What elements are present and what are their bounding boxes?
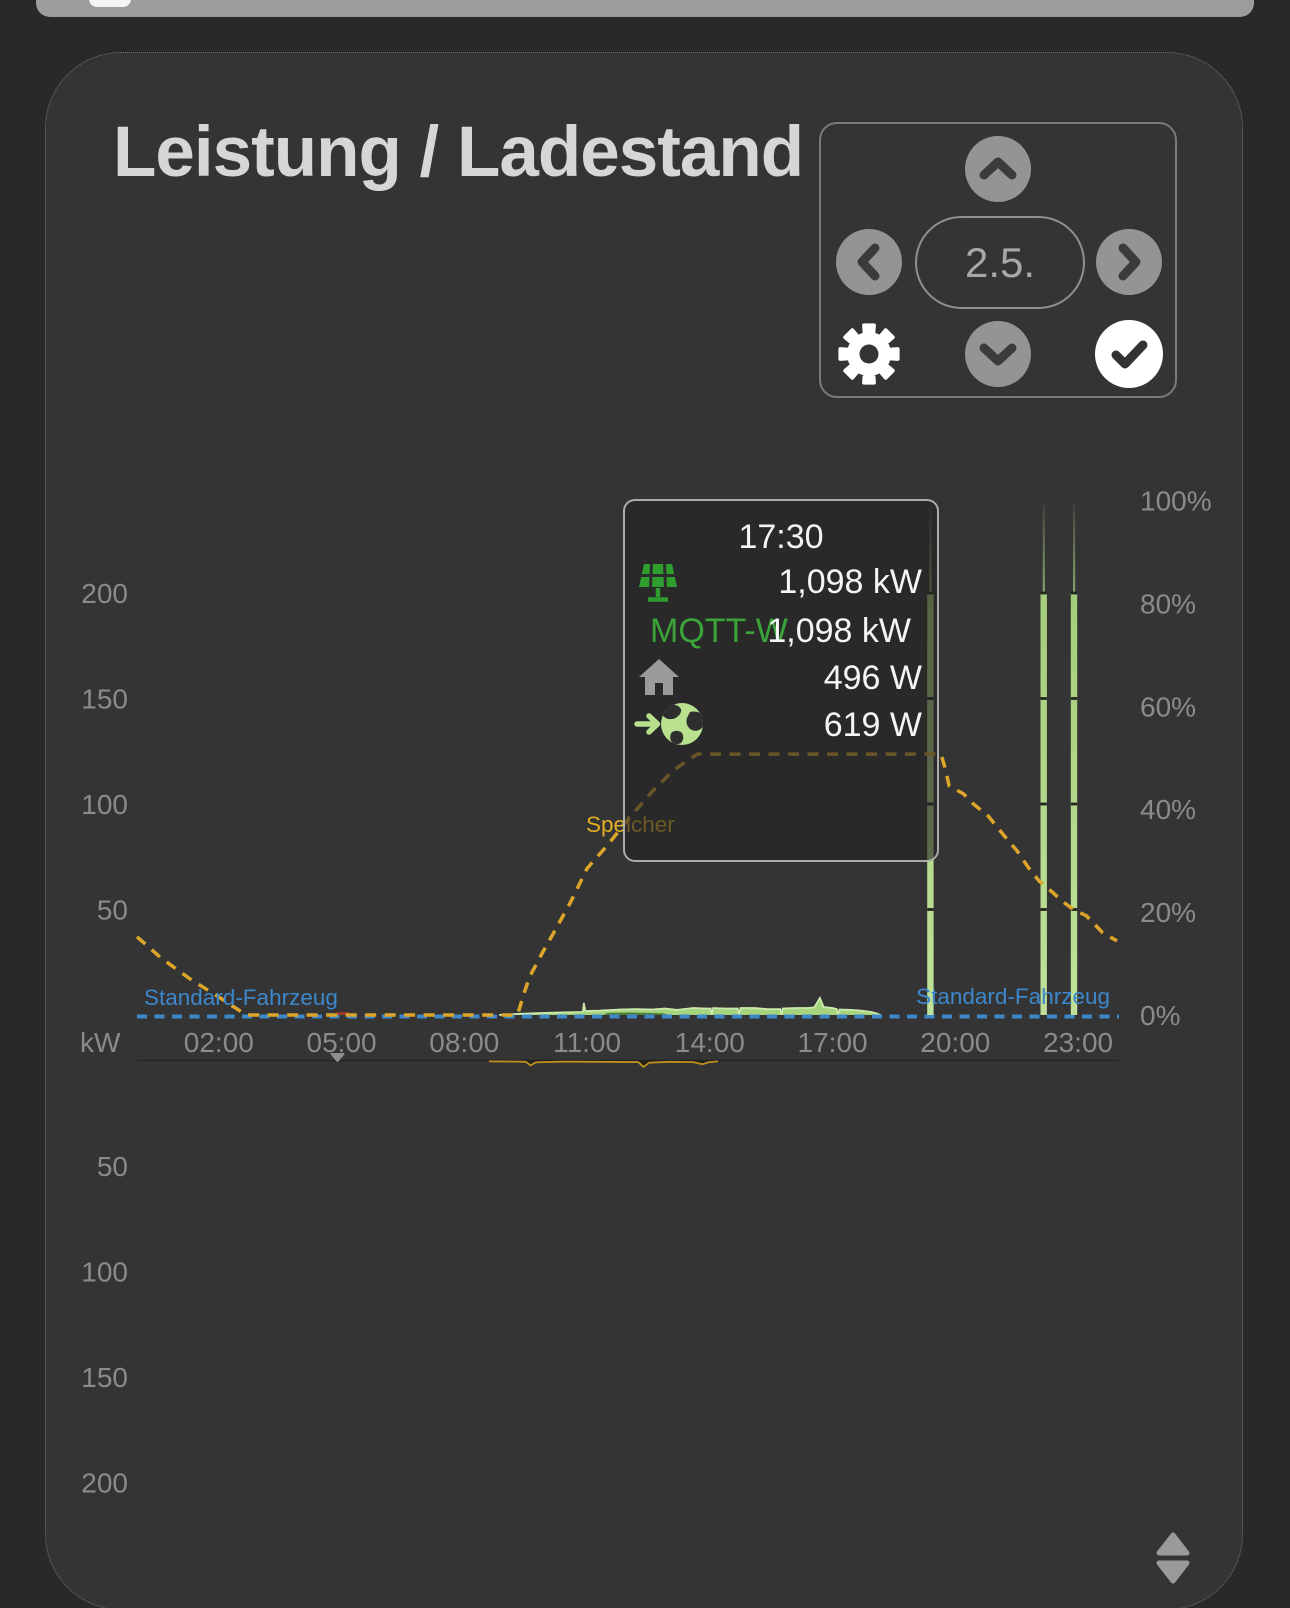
date-navigator: 2.5. bbox=[819, 122, 1177, 398]
tooltip-loadpoint-label: MQTT-W bbox=[650, 612, 788, 650]
sort-arrows-icon bbox=[1156, 1532, 1190, 1584]
page-title: Leistung / Ladestand bbox=[113, 113, 804, 192]
nav-down-button[interactable] bbox=[965, 321, 1031, 387]
settings-button[interactable] bbox=[835, 320, 903, 388]
check-icon bbox=[1111, 340, 1148, 369]
confirm-button[interactable] bbox=[1095, 320, 1163, 388]
toolbar-pill bbox=[89, 0, 131, 7]
tooltip-loadpoint-value: 1,098 kW bbox=[767, 612, 911, 650]
chart-tooltip: 17:30 1,098 kW MQTT-W 1,098 kW 496 W bbox=[623, 499, 939, 862]
status-toolbar bbox=[36, 0, 1254, 17]
nav-up-button[interactable] bbox=[965, 136, 1031, 202]
chevron-up-icon bbox=[979, 157, 1017, 180]
selected-date[interactable]: 2.5. bbox=[915, 216, 1085, 309]
tooltip-pv-value: 1,098 kW bbox=[778, 563, 922, 601]
chevron-left-icon bbox=[857, 243, 880, 281]
house-icon bbox=[639, 659, 679, 695]
chevron-down-icon bbox=[979, 343, 1017, 366]
nav-prev-button[interactable] bbox=[836, 229, 902, 295]
globe-export-icon bbox=[634, 703, 703, 745]
sort-toggle-button[interactable] bbox=[1143, 1528, 1203, 1588]
chevron-right-icon bbox=[1118, 243, 1141, 281]
tooltip-home-value: 496 W bbox=[823, 659, 922, 697]
solar-panel-icon bbox=[639, 562, 677, 602]
tooltip-export-value: 619 W bbox=[823, 706, 922, 744]
nav-next-button[interactable] bbox=[1096, 229, 1162, 295]
gear-icon bbox=[838, 323, 900, 385]
tooltip-time: 17:30 bbox=[738, 518, 824, 556]
